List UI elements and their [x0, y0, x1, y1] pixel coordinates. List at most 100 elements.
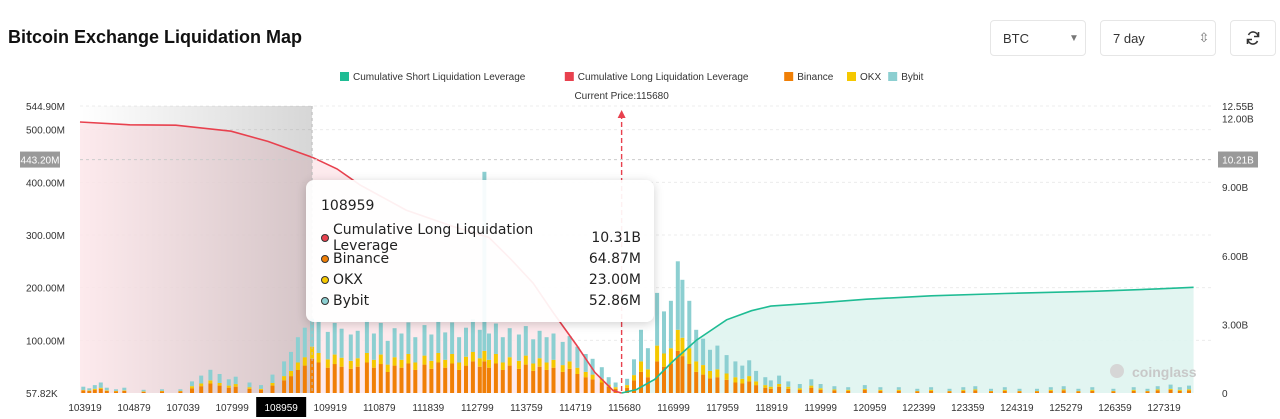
bar-bybit — [233, 376, 238, 385]
x-axis-tick: 124319 — [1000, 403, 1034, 414]
bar-binance — [1145, 391, 1150, 393]
coin-select[interactable]: BTC ▼ — [990, 20, 1086, 56]
bar-binance — [482, 361, 487, 393]
bar-binance — [551, 367, 556, 393]
bar-binance — [399, 367, 404, 393]
bar-okx — [809, 385, 814, 388]
bar-bybit — [687, 300, 692, 349]
bar-okx — [567, 361, 572, 369]
bar-okx — [655, 345, 660, 362]
bar-okx — [378, 354, 383, 365]
x-axis-tick: 104879 — [117, 403, 151, 414]
bar-bybit — [443, 332, 448, 360]
bar-binance — [1048, 390, 1053, 393]
current-price-arrow — [617, 110, 626, 118]
bar-okx — [122, 390, 127, 391]
bar-binance — [701, 374, 706, 393]
bar-bybit — [846, 387, 851, 390]
bar-okx — [516, 360, 521, 369]
bar-bybit — [551, 333, 556, 360]
bar-bybit — [613, 382, 618, 388]
bar-binance — [929, 390, 934, 393]
bar-okx — [551, 359, 556, 368]
bar-okx — [1090, 389, 1095, 391]
bar-bybit — [1061, 386, 1066, 390]
x-axis-tick: 123359 — [951, 403, 985, 414]
bar-bybit — [1002, 387, 1007, 390]
crosshair-x-label: 108959 — [264, 403, 298, 414]
tooltip-dot-okx — [321, 276, 329, 284]
bar-bybit — [450, 322, 455, 354]
chevron-down-icon: ▼ — [1069, 32, 1079, 44]
bar-bybit — [325, 331, 330, 360]
range-select[interactable]: 7 day ⇳ — [1100, 20, 1216, 56]
bar-okx — [500, 362, 505, 370]
bar-okx — [464, 356, 468, 366]
bar-binance — [724, 379, 729, 393]
x-axis-tick: 116999 — [657, 403, 690, 414]
bar-binance — [226, 387, 231, 393]
bar-okx — [457, 362, 462, 370]
bar-bybit — [208, 369, 213, 381]
legend-label: Bybit — [901, 72, 923, 83]
bar-bybit — [199, 375, 204, 384]
current-price-label: Current Price:115680 — [574, 91, 669, 102]
right-axis-tick: 12.00B — [1222, 115, 1254, 126]
bar-okx — [339, 357, 344, 367]
bar-okx — [645, 369, 650, 378]
bar-bybit — [316, 321, 321, 353]
bar-binance — [406, 363, 411, 393]
bar-binance — [310, 358, 315, 393]
bar-bybit — [141, 389, 146, 392]
bar-binance — [1168, 389, 1173, 393]
bar-bybit — [487, 333, 491, 360]
tooltip-value: 23.00M — [588, 272, 641, 288]
bar-binance — [694, 371, 699, 393]
bar-bybit — [87, 388, 92, 391]
bar-binance — [295, 369, 300, 393]
bar-binance — [523, 364, 528, 393]
bar-binance — [141, 391, 146, 393]
bar-bybit — [190, 381, 194, 387]
bar-bybit — [457, 337, 462, 363]
bar-okx — [436, 353, 441, 363]
bar-okx — [87, 390, 92, 391]
tooltip-label: Binance — [333, 251, 390, 267]
bar-okx — [247, 387, 252, 389]
bar-okx — [392, 357, 397, 366]
bar-bybit — [1035, 388, 1039, 391]
bar-bybit — [896, 387, 901, 390]
refresh-button[interactable] — [1230, 20, 1276, 56]
bar-okx — [482, 350, 487, 362]
bar-bybit — [477, 329, 482, 359]
bar-binance — [797, 389, 802, 393]
bar-binance — [477, 366, 482, 393]
bar-okx — [217, 383, 222, 386]
bar-binance — [450, 363, 455, 393]
tooltip-label: OKX — [333, 272, 363, 288]
bar-binance — [645, 377, 650, 393]
bar-bybit — [429, 334, 434, 361]
x-axis-tick: 126359 — [1098, 403, 1132, 414]
bar-binance — [675, 350, 680, 393]
bar-bybit — [332, 322, 337, 355]
bar-bybit — [599, 367, 604, 379]
bar-bybit — [295, 337, 300, 363]
bar-binance — [1035, 391, 1039, 393]
bar-bybit — [989, 388, 993, 391]
bar-okx — [625, 385, 630, 388]
legend-label: OKX — [860, 72, 881, 83]
bar-bybit — [567, 336, 572, 362]
x-axis-tick: 125279 — [1049, 403, 1083, 414]
bar-okx — [259, 388, 263, 390]
bar-binance — [583, 377, 588, 393]
bar-binance — [87, 390, 92, 393]
bar-binance — [1131, 390, 1136, 393]
bar-bybit — [1177, 387, 1182, 390]
bar-binance — [878, 390, 883, 393]
bar-okx — [1131, 389, 1136, 391]
bar-binance — [768, 388, 773, 393]
bar-okx — [477, 358, 482, 367]
bar-bybit — [632, 359, 636, 376]
x-axis-tick: 111839 — [412, 403, 444, 414]
